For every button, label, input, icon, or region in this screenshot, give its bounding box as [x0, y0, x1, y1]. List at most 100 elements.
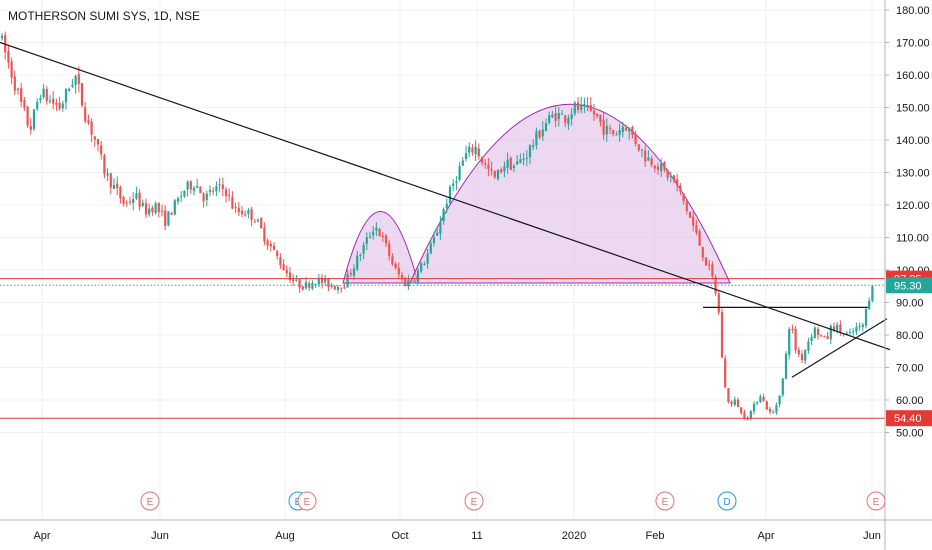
candle-body: [474, 146, 477, 155]
candle-body: [7, 51, 10, 63]
pattern-arc: [409, 103, 731, 284]
candle-body: [765, 401, 768, 410]
candle-body: [548, 115, 551, 123]
candle-body: [439, 222, 442, 234]
candle-body: [237, 208, 240, 213]
candle-body: [653, 165, 656, 169]
candle-body: [631, 126, 634, 135]
candle-body: [384, 235, 388, 244]
candle-body: [848, 331, 852, 333]
candle-body: [496, 169, 500, 179]
candle-body: [231, 196, 234, 209]
y-tick-label: 50.00: [896, 428, 924, 440]
x-tick-label: Jun: [151, 530, 169, 542]
candle-body: [32, 109, 36, 129]
y-tick-label: 150.00: [896, 103, 930, 115]
candle-body: [512, 165, 516, 169]
candle-body: [276, 251, 279, 257]
candle-body: [256, 219, 260, 222]
candle-body: [484, 163, 487, 165]
candle-body: [538, 130, 541, 138]
candle-body: [592, 110, 596, 115]
candle-body: [362, 244, 365, 254]
candle-body: [477, 148, 480, 157]
candle-body: [528, 145, 532, 158]
candle-body: [672, 175, 676, 181]
candle-body: [490, 169, 493, 171]
candle-body: [240, 210, 244, 215]
event-marker-earnings: [297, 491, 317, 511]
candle-body: [743, 412, 746, 419]
event-marker-earnings: [464, 491, 484, 511]
y-tick-label: 180.00: [896, 5, 930, 17]
candle-body: [452, 183, 455, 186]
candle-body: [192, 187, 196, 191]
chart-title: MOTHERSON SUMI SYS, 1D, NSE: [8, 9, 201, 23]
candle-body: [378, 229, 381, 237]
candle-body: [423, 264, 426, 266]
price-tag-label: 54.40: [894, 413, 922, 425]
candle-body: [74, 75, 77, 85]
candle-body: [519, 159, 522, 163]
candle-body: [701, 247, 704, 258]
candle-body: [660, 163, 663, 172]
y-tick-label: 70.00: [896, 363, 924, 375]
candle-body: [682, 193, 685, 202]
y-tick-label: 120.00: [896, 200, 930, 212]
price-tag: [886, 277, 932, 294]
candle-body: [416, 270, 420, 282]
candle-body: [730, 401, 733, 405]
candle-body: [106, 173, 109, 176]
candle-body: [96, 139, 100, 145]
y-tick-label: 80.00: [896, 330, 924, 342]
candle-body: [253, 221, 256, 223]
candle-body: [87, 120, 90, 123]
candle-body: [464, 153, 468, 159]
candle-body: [228, 195, 231, 197]
candle-body: [864, 309, 868, 326]
candle-body: [183, 190, 186, 197]
candle-body: [327, 278, 330, 288]
candle-body: [432, 237, 436, 243]
candle-body: [586, 105, 589, 107]
candle-body: [128, 201, 132, 203]
candle-body: [381, 236, 384, 238]
candle-body: [596, 113, 599, 117]
candle-body: [388, 243, 391, 257]
candle-body: [208, 190, 212, 193]
candle-body: [391, 255, 394, 265]
candle-body: [311, 283, 314, 289]
candle-body: [797, 349, 800, 355]
candle-body: [317, 278, 320, 285]
candle-body: [333, 285, 336, 290]
candle-body: [720, 312, 724, 358]
candle-body: [148, 208, 151, 215]
candle-body: [621, 126, 624, 133]
candle-body: [349, 272, 352, 275]
candle-body: [509, 157, 512, 170]
candle-body: [116, 183, 119, 189]
candle-body: [320, 277, 324, 284]
candle-body: [544, 123, 548, 132]
candle-body: [836, 324, 839, 331]
candle-body: [368, 236, 372, 238]
candle-body: [244, 214, 247, 216]
x-tick-label: Apr: [757, 530, 774, 542]
candle-body: [810, 336, 813, 342]
candle-body: [506, 159, 509, 169]
candle-body: [196, 186, 199, 188]
candle-body: [100, 145, 103, 155]
candle-body: [176, 198, 180, 202]
candle-body: [279, 256, 282, 266]
candle-body: [132, 199, 135, 204]
trend-line: [791, 318, 888, 378]
candle-body: [663, 162, 666, 170]
candle-body: [727, 388, 730, 403]
candle-body: [266, 240, 269, 246]
candle-body: [52, 98, 55, 104]
candle-body: [13, 76, 16, 91]
event-label: E: [662, 497, 669, 508]
candle-body: [605, 126, 608, 135]
candle-body: [429, 243, 432, 254]
